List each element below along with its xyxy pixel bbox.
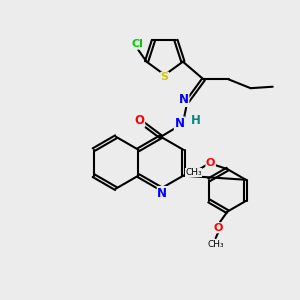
Text: CH₃: CH₃ xyxy=(185,168,202,177)
Text: Cl: Cl xyxy=(132,39,144,49)
Text: O: O xyxy=(135,114,145,127)
Text: N: N xyxy=(179,94,189,106)
Text: S: S xyxy=(161,72,169,82)
Text: N: N xyxy=(174,117,184,130)
Text: CH₃: CH₃ xyxy=(207,240,224,249)
Text: H: H xyxy=(191,114,201,127)
Text: O: O xyxy=(206,158,215,168)
Text: O: O xyxy=(214,223,223,233)
Text: N: N xyxy=(157,187,167,200)
